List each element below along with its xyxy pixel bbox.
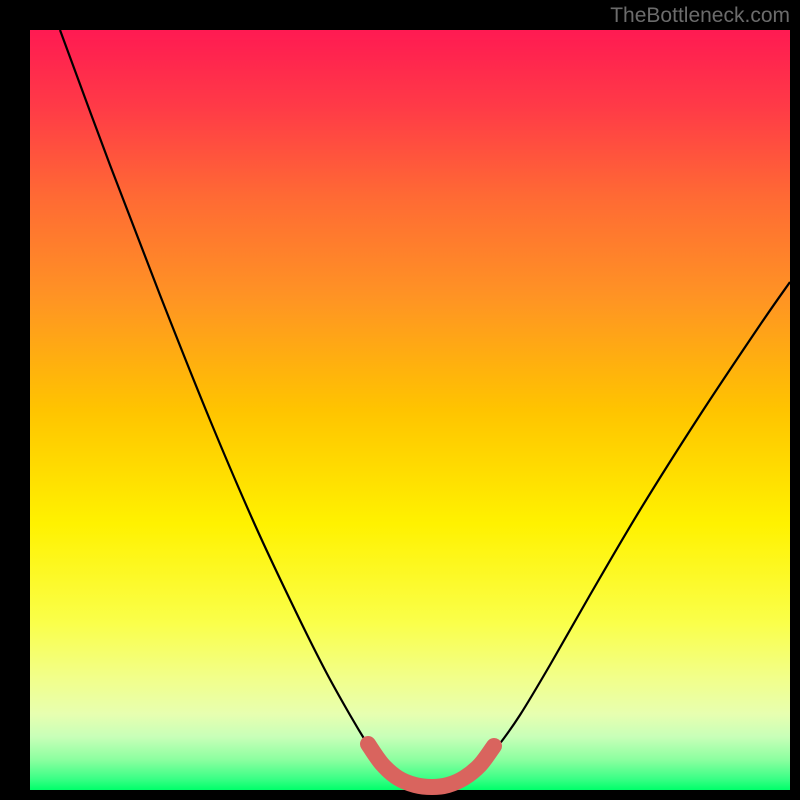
plot-background	[30, 30, 790, 790]
watermark-text: TheBottleneck.com	[610, 4, 790, 28]
chart-svg	[0, 0, 800, 800]
chart-frame: TheBottleneck.com	[0, 0, 800, 800]
